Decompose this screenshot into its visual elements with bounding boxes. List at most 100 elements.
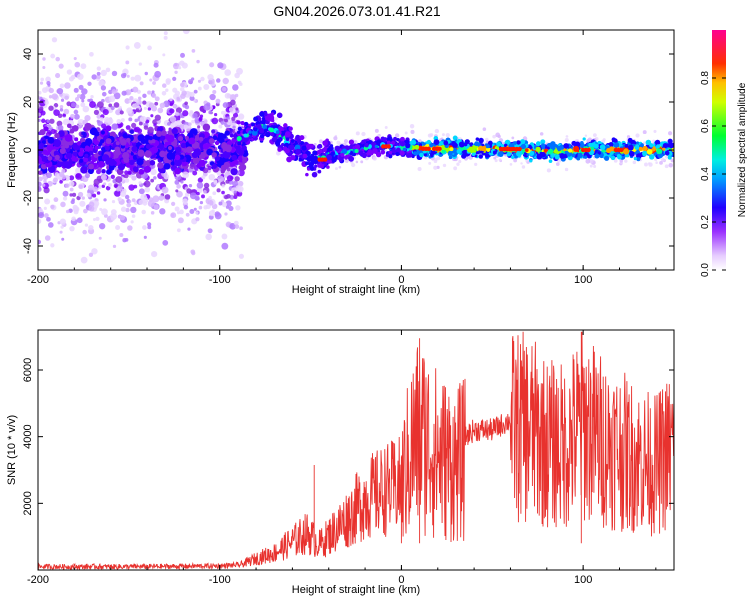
spectral-point xyxy=(129,159,135,166)
spectral-point xyxy=(163,162,171,170)
spectral-point xyxy=(154,114,161,121)
spectral-point xyxy=(202,123,211,131)
spectral-point xyxy=(555,162,560,166)
spectral-point xyxy=(228,107,234,113)
spectral-point xyxy=(482,127,487,131)
spectral-point xyxy=(142,100,147,105)
spectral-point xyxy=(662,147,666,151)
spectral-point xyxy=(151,250,158,258)
spectral-point xyxy=(115,109,122,116)
spectral-point xyxy=(180,93,186,99)
spectral-point xyxy=(221,190,225,195)
spectral-point xyxy=(234,72,240,79)
spectral-point xyxy=(128,117,133,122)
spectral-point xyxy=(253,127,258,132)
spectral-point xyxy=(105,67,111,73)
spectral-point xyxy=(197,86,202,91)
spectral-point xyxy=(617,154,622,160)
spectral-point xyxy=(43,179,47,184)
spectral-point xyxy=(176,184,181,189)
spectral-point xyxy=(42,149,48,155)
spectral-point xyxy=(39,99,47,107)
spectral-point xyxy=(635,133,640,138)
spectral-point xyxy=(130,206,137,214)
spectral-point xyxy=(485,137,489,142)
spectral-point xyxy=(550,153,555,158)
spectral-point xyxy=(298,158,302,162)
spectral-point xyxy=(203,83,210,90)
spectral-point xyxy=(213,180,218,185)
spectral-point xyxy=(72,206,80,213)
spectral-point xyxy=(110,174,115,179)
spectral-point xyxy=(128,173,133,178)
spectral-point xyxy=(78,84,84,90)
spectral-point xyxy=(174,154,181,161)
spectral-point xyxy=(189,91,195,98)
spectral-point xyxy=(161,186,169,194)
spectral-point xyxy=(99,117,104,122)
spectral-point xyxy=(599,144,606,150)
spectral-point xyxy=(89,101,96,109)
spectral-point xyxy=(224,195,229,200)
spectral-point xyxy=(53,139,62,148)
spectral-point xyxy=(458,141,465,148)
spectral-point xyxy=(174,70,178,74)
spectral-point xyxy=(175,107,183,114)
snr-x-ticks: -200 -100 0 100 xyxy=(27,330,657,586)
spectral-point xyxy=(88,205,95,212)
spectral-point xyxy=(208,173,216,181)
spectral-point xyxy=(263,128,268,133)
spectral-point xyxy=(646,149,653,155)
spectral-point xyxy=(99,207,103,211)
spectral-point xyxy=(195,217,200,222)
spectral-point xyxy=(175,146,182,153)
spectral-point xyxy=(478,145,484,151)
y-tick-label: 40 xyxy=(22,48,34,60)
spectral-point xyxy=(275,130,280,134)
spectral-point xyxy=(270,112,275,116)
spectral-point xyxy=(529,159,533,163)
spectral-point xyxy=(120,206,127,212)
spectral-point xyxy=(101,208,108,216)
spectral-point xyxy=(68,76,74,82)
spectral-point xyxy=(71,192,77,197)
spectral-point xyxy=(118,182,123,187)
spectral-point xyxy=(161,130,167,136)
spectral-point xyxy=(189,163,195,169)
spectral-point xyxy=(237,141,242,146)
spectral-point xyxy=(314,164,318,168)
spectral-point xyxy=(546,168,551,173)
spectral-point xyxy=(563,143,569,149)
spectral-point xyxy=(59,218,67,225)
spectral-point xyxy=(395,147,401,153)
spectral-point xyxy=(147,200,155,208)
spectral-point xyxy=(123,173,129,179)
spectral-point xyxy=(58,130,65,137)
spectral-point xyxy=(214,140,220,146)
spectral-point xyxy=(164,194,171,200)
spectral-point xyxy=(79,158,84,163)
spectral-point xyxy=(535,146,541,152)
spectral-peak xyxy=(437,146,442,151)
spectral-point xyxy=(169,97,173,102)
spectral-point xyxy=(94,145,99,150)
spectral-point xyxy=(132,86,139,93)
spectral-point xyxy=(111,70,118,77)
spectral-point xyxy=(475,151,480,155)
spectral-point xyxy=(124,178,130,183)
spectral-point xyxy=(290,154,296,161)
spectral-point xyxy=(63,108,70,115)
spectral-point xyxy=(221,201,228,208)
spectral-point xyxy=(234,176,240,182)
spectral-point xyxy=(276,112,283,119)
spectral-point xyxy=(81,196,85,200)
spectral-point xyxy=(543,148,549,153)
spectral-point xyxy=(92,193,97,198)
spectral-point xyxy=(122,133,128,139)
spectral-point xyxy=(50,204,55,209)
spectral-point xyxy=(458,159,462,164)
spectral-point xyxy=(205,204,211,210)
spectral-point xyxy=(104,116,110,123)
spectral-point xyxy=(125,125,131,130)
spectral-point xyxy=(62,190,69,197)
